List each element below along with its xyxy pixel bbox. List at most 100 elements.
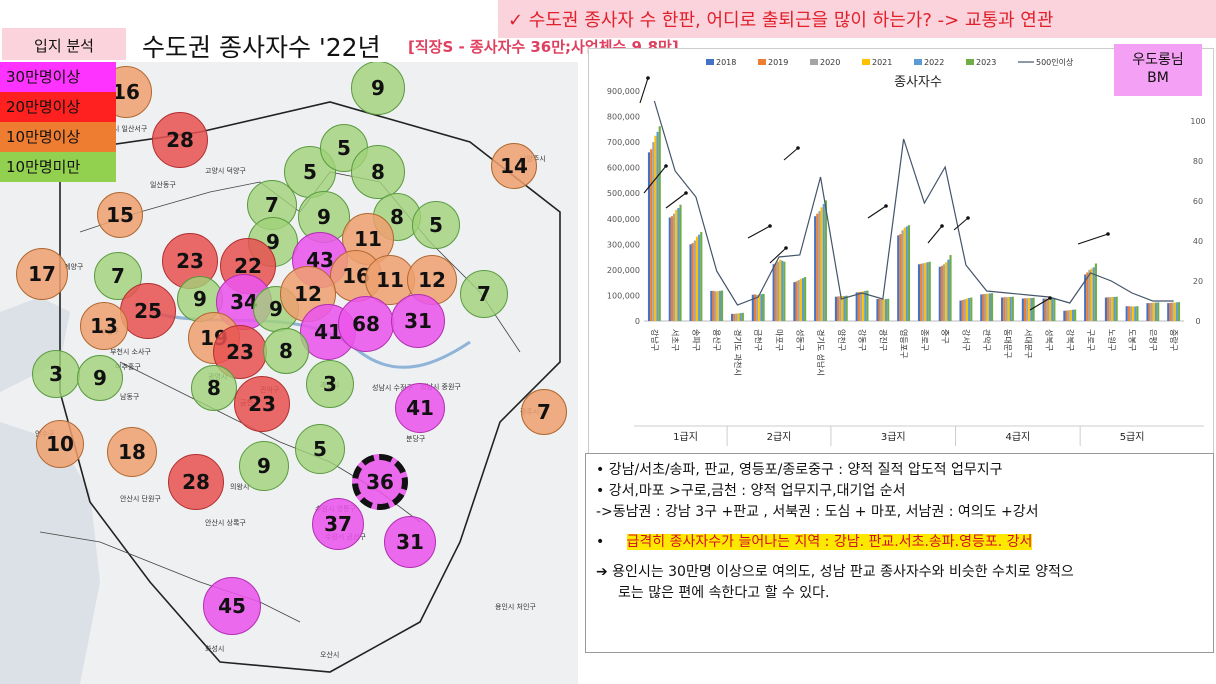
trend-arrow-head (784, 246, 788, 250)
district-circle: 8 (263, 328, 309, 374)
district-value: 37 (324, 512, 352, 536)
bar (949, 255, 952, 321)
bar (1005, 297, 1008, 321)
category-label: 은평구 (1148, 329, 1158, 351)
bar (710, 290, 713, 321)
bar (1175, 302, 1178, 321)
y-tick-label: 500,000 (607, 189, 640, 198)
bar (737, 313, 740, 321)
district-circle: 7 (521, 389, 567, 435)
district-value: 12 (294, 282, 322, 306)
bar (907, 225, 911, 321)
page-title: 수도권 종사자수 '22년 (142, 33, 381, 62)
bar (922, 263, 925, 321)
top-banner: ✓ 수도권 종사자 수 한판, 어디로 출퇴근을 많이 하는가? -> 교통과 … (498, 0, 1216, 38)
bar (1046, 298, 1049, 321)
bar (751, 294, 754, 321)
y-tick-label: 800,000 (607, 113, 640, 122)
district-value: 7 (265, 193, 279, 217)
y-tick-label: 900,000 (607, 87, 640, 96)
bar (720, 290, 724, 321)
bar (714, 291, 717, 321)
bar (924, 262, 927, 321)
district-value: 28 (166, 128, 194, 152)
legend-label: 20만명이상 (6, 98, 81, 116)
trend-arrow (639, 77, 649, 104)
trend-arrow (665, 192, 687, 209)
district-value: 8 (207, 376, 221, 400)
trend-arrow-head (966, 216, 970, 220)
category-label: 영등포구 (899, 329, 909, 358)
bar (652, 142, 655, 321)
place-label: 화성시 (205, 645, 225, 653)
trend-arrow (927, 225, 943, 244)
bar (1136, 306, 1139, 321)
district-circle: 28 (168, 454, 224, 510)
district-value: 68 (352, 312, 380, 336)
bar (841, 295, 844, 321)
district-circle: 15 (97, 192, 143, 238)
bar (1003, 297, 1006, 321)
trend-arrow-head (796, 146, 800, 150)
bar (772, 264, 775, 321)
line-series-500 (653, 100, 1174, 306)
bar (1007, 296, 1010, 321)
category-label: 성북구 (1045, 329, 1054, 351)
legend-label: 2019 (768, 58, 788, 67)
category-label: 도봉구 (1128, 329, 1137, 351)
bm-badge: 우도롱님 BM (1114, 44, 1202, 96)
y-tick-label: 200,000 (607, 266, 640, 275)
group-label: 3급지 (881, 431, 906, 443)
district-value: 23 (248, 392, 276, 416)
legend-swatch (706, 59, 714, 65)
district-circle: 3 (306, 360, 354, 408)
bar (739, 313, 742, 321)
note-line-6: 로는 많은 편에 속한다고 할 수 있다. (618, 585, 830, 601)
bar (698, 234, 701, 321)
y-tick-label: 400,000 (607, 215, 640, 224)
bar (1067, 310, 1070, 321)
bar (689, 244, 692, 321)
bar (781, 260, 784, 321)
bar (903, 227, 906, 321)
bar (1111, 296, 1114, 321)
bar (857, 292, 860, 321)
place-label: 안산시 상록구 (205, 519, 246, 527)
bar (990, 293, 994, 321)
bar (897, 235, 900, 321)
district-circle: 9 (77, 355, 123, 401)
bar (679, 204, 682, 321)
district-value: 8 (279, 339, 293, 363)
trend-arrow-head (1048, 296, 1052, 300)
district-value: 25 (134, 299, 162, 323)
bar (1125, 306, 1128, 321)
bar (677, 208, 680, 321)
bar (822, 203, 825, 321)
district-value: 9 (93, 366, 107, 390)
category-label: 서초구 (671, 329, 680, 351)
bar (779, 259, 782, 321)
bar (986, 293, 989, 321)
legend-label: 2021 (872, 58, 892, 67)
bar (1044, 298, 1047, 321)
note-line-2: • 강서,마포 >구로,금천 : 양적 업무지구,대기업 순서 (596, 483, 906, 499)
category-label: 동대문구 (1003, 329, 1012, 358)
district-circle: 17 (16, 248, 68, 300)
bar (920, 263, 923, 321)
bar (980, 294, 983, 321)
district-value: 8 (371, 160, 385, 184)
district-value: 9 (193, 287, 207, 311)
category-label: 중구 (941, 329, 950, 344)
bar (1127, 306, 1130, 321)
district-circle: 10 (36, 420, 84, 468)
category-label: 성동구 (795, 329, 804, 351)
group-label: 1급지 (673, 431, 698, 443)
bar (668, 217, 671, 321)
bar (837, 296, 840, 321)
bar (959, 300, 962, 321)
category-label: 노원구 (1107, 329, 1116, 351)
bar (774, 263, 777, 321)
legend-label: 2023 (976, 58, 996, 67)
bar (1094, 263, 1097, 321)
bar (814, 216, 817, 321)
